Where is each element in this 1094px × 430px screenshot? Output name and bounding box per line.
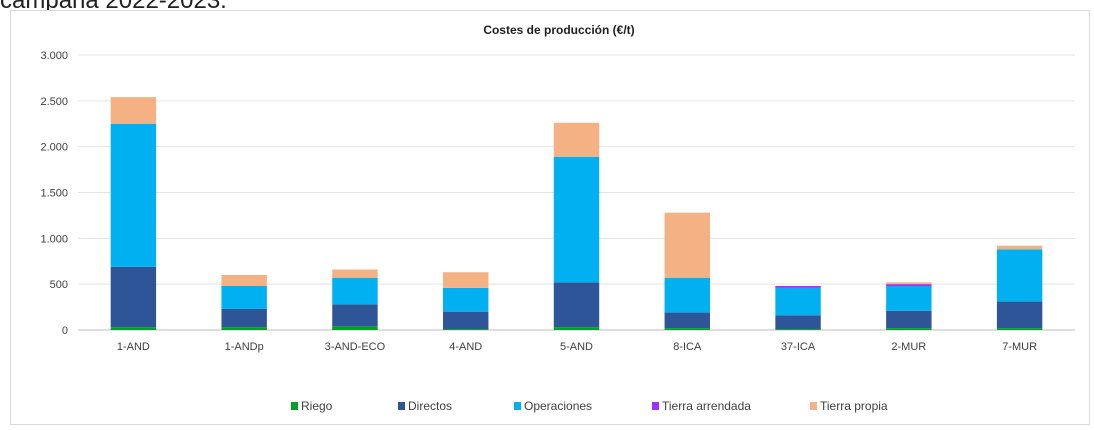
x-tick-label: 5-AND xyxy=(560,341,593,353)
legend-label: Directos xyxy=(408,399,452,413)
x-tick-label: 4-AND xyxy=(449,341,482,353)
bar-segment-operaciones-4-and xyxy=(443,287,489,312)
bar-segment-operaciones-2-mur xyxy=(886,286,932,311)
legend-label: Tierra arrendada xyxy=(662,399,751,413)
bar-segment-operaciones-1-andp xyxy=(221,286,267,309)
bar-segment-riego-1-and xyxy=(110,327,157,330)
bar-segment-riego-1-andp xyxy=(221,327,267,330)
legend-swatch xyxy=(810,402,817,410)
bar-segment-riego-7-mur xyxy=(996,328,1043,330)
bar-segment-riego-2-mur xyxy=(886,328,932,330)
bar-segment-tierra-arrendada-2-mur xyxy=(886,284,932,286)
bar-segment-directos-8-ica xyxy=(664,312,710,329)
bar-segment-operaciones-5-and xyxy=(553,156,600,283)
legend-label: Operaciones xyxy=(524,399,592,413)
x-tick-label: 3-AND-ECO xyxy=(325,341,386,353)
legend: Riego Directos Operaciones Tierra arrendada… xyxy=(291,399,888,413)
bar-segment-directos-37-ica xyxy=(775,315,821,330)
bar-segment-riego-3-and-eco xyxy=(332,326,378,330)
bar-segment-directos-3-and-eco xyxy=(332,304,378,327)
bar-segment-tierra-propia-1-andp xyxy=(221,275,267,286)
x-tick-label: 1-AND xyxy=(117,341,150,353)
bar-segment-tierra-arrendada-37-ica xyxy=(775,286,821,288)
bar-segment-tierra-propia-5-and xyxy=(553,122,600,157)
bar-segment-tierra-propia-3-and-eco xyxy=(332,269,378,278)
bar-segment-riego-4-and xyxy=(443,329,489,330)
bar-segment-directos-5-and xyxy=(553,282,600,328)
bar-segment-tierra-propia-7-mur xyxy=(996,245,1043,250)
legend-label: Riego xyxy=(301,399,333,413)
y-tick-label: 2.500 xyxy=(40,96,68,108)
bar-segment-tierra-propia-1-and xyxy=(110,97,157,124)
chart-title: Costes de producción (€/t) xyxy=(483,23,634,37)
bar-segment-tierra-propia-8-ica xyxy=(664,212,710,278)
bar-segment-directos-7-mur xyxy=(996,301,1043,329)
bar-segment-directos-4-and xyxy=(443,311,489,330)
x-tick-label: 7-MUR xyxy=(1002,341,1037,353)
x-tick-label: 8-ICA xyxy=(673,341,702,353)
legend-swatch xyxy=(398,402,405,410)
legend-swatch xyxy=(291,402,298,410)
y-tick-label: 2.000 xyxy=(40,142,68,154)
x-tick-label: 1-ANDp xyxy=(225,341,264,353)
legend-swatch xyxy=(514,402,521,410)
y-tick-label: 500 xyxy=(50,279,68,291)
y-tick-label: 0 xyxy=(62,325,68,337)
legend-label: Tierra propia xyxy=(820,399,888,413)
bar-segment-tierra-propia-4-and xyxy=(443,272,489,288)
bar-segment-operaciones-1-and xyxy=(110,123,157,267)
bars xyxy=(110,97,1043,330)
bar-segment-tierra-propia-2-mur xyxy=(886,282,932,285)
bar-segment-directos-1-andp xyxy=(221,308,267,328)
x-axis-labels: 1-AND 1-ANDp 3-AND-ECO 4-AND 5-AND 8-ICA 37-IC… xyxy=(117,341,1037,353)
chart-container xyxy=(10,10,1090,425)
bar-segment-directos-1-and xyxy=(110,266,157,328)
y-tick-label: 3.000 xyxy=(40,50,68,62)
x-tick-label: 37-ICA xyxy=(781,341,816,353)
bar-segment-directos-2-mur xyxy=(886,310,932,329)
bar-segment-operaciones-37-ica xyxy=(775,287,821,316)
y-axis-ticks: 0 500 1.000 1.500 2.000 2.500 3.000 xyxy=(40,50,68,337)
bar-segment-riego-5-and xyxy=(553,327,600,330)
legend-swatch xyxy=(652,402,659,410)
y-tick-label: 1.000 xyxy=(40,233,68,245)
x-tick-label: 2-MUR xyxy=(891,341,926,353)
bar-segment-operaciones-8-ica xyxy=(664,277,710,313)
bar-segment-riego-37-ica xyxy=(775,329,821,330)
bar-segment-riego-8-ica xyxy=(664,328,710,330)
bar-segment-operaciones-7-mur xyxy=(996,249,1043,302)
bar-segment-operaciones-3-and-eco xyxy=(332,277,378,305)
y-tick-label: 1.500 xyxy=(40,188,68,200)
